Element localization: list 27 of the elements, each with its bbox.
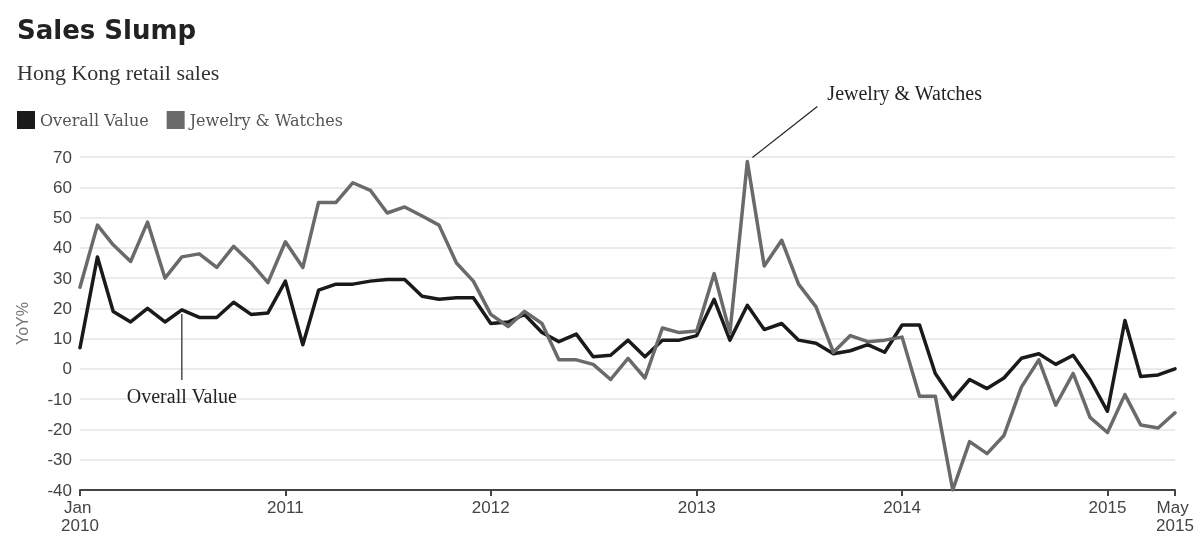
y-tick-label: 50 (53, 208, 72, 228)
y-tick-label: 70 (53, 147, 72, 167)
x-tick-label: Jan 2010 (61, 497, 99, 535)
y-tick-label: 10 (53, 329, 72, 349)
chart-title: Sales Slump (17, 15, 197, 45)
y-tick-label: -10 (47, 389, 72, 409)
x-tick-label: 2013 (677, 497, 716, 517)
annotation: Jewelry & Watches (827, 81, 983, 105)
y-tick-label: 60 (53, 177, 72, 197)
x-tick-label: 2014 (883, 497, 922, 517)
x-tick-label: May 2015 (1156, 497, 1194, 535)
y-tick-label: -30 (47, 450, 72, 470)
x-tick-label: 2011 (267, 497, 304, 517)
y-tick-label: 20 (53, 298, 72, 318)
x-tick-label: 2015 (1088, 497, 1127, 517)
y-axis-title: YoY% (13, 302, 31, 345)
y-tick-label: 0 (62, 359, 72, 379)
legend-label: Jewelry & Watches (187, 110, 343, 130)
y-tick-label: -20 (47, 419, 72, 439)
x-tick-label: 2012 (471, 497, 510, 517)
y-tick-label: -40 (47, 480, 72, 500)
legend-label: Overall Value (40, 110, 149, 130)
y-tick-label: 40 (53, 238, 72, 258)
chart-subtitle: Hong Kong retail sales (17, 59, 220, 85)
line-series (78, 255, 1177, 414)
y-tick-label: 30 (53, 268, 72, 288)
annotation: Overall Value (126, 384, 238, 407)
